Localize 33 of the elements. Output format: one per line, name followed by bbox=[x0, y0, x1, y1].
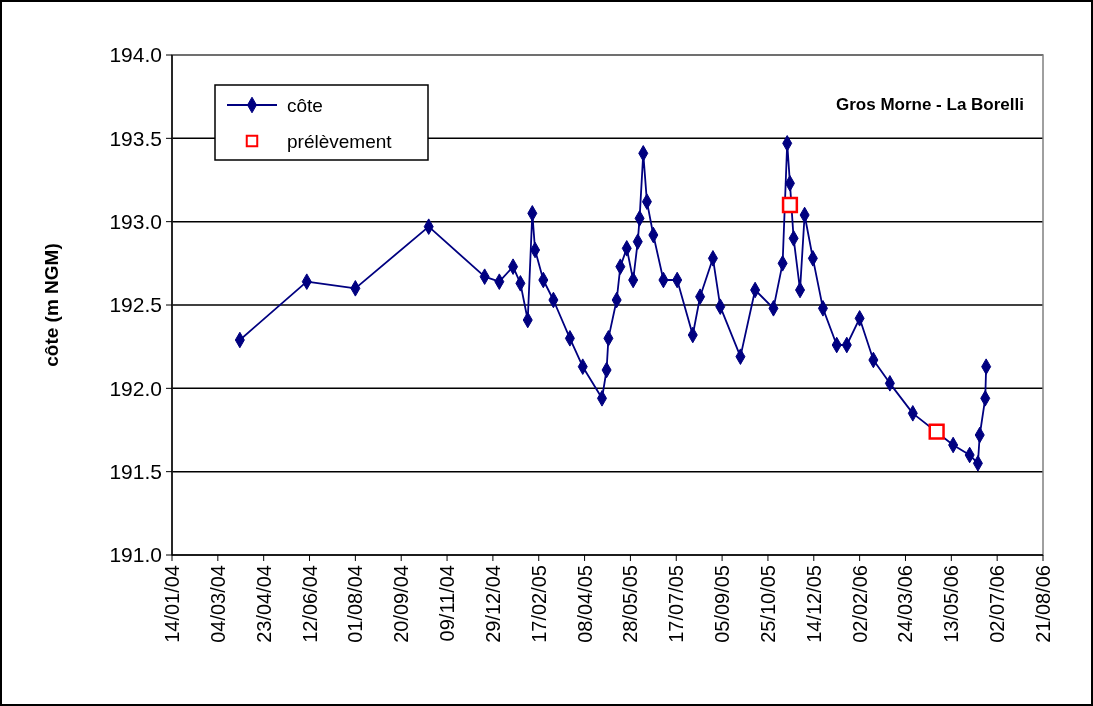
x-tick-label: 24/03/06 bbox=[894, 565, 917, 643]
y-tick-label: 192.5 bbox=[109, 293, 162, 317]
point bbox=[928, 423, 945, 440]
x-tick-label: 09/11/04 bbox=[436, 565, 459, 642]
legend-label: prélèvement bbox=[287, 130, 393, 152]
point bbox=[781, 196, 799, 214]
x-tick-label: 13/05/06 bbox=[940, 565, 963, 643]
x-tick-label: 28/05/05 bbox=[619, 565, 642, 643]
x-tick-label: 02/07/06 bbox=[986, 565, 1009, 643]
x-tick-label: 08/04/05 bbox=[573, 565, 596, 643]
x-tick-label: 14/01/04 bbox=[161, 565, 183, 643]
text: Gros Morne - La Borelli bbox=[836, 95, 1024, 114]
y-tick-label: 193.0 bbox=[109, 210, 162, 234]
x-tick-label: 20/09/04 bbox=[390, 565, 413, 643]
x-tick-label: 01/08/04 bbox=[344, 565, 367, 643]
y-axis-title: côte (m NGM) bbox=[41, 243, 62, 367]
x-tick-label: 14/12/05 bbox=[802, 565, 825, 643]
y-tick-label: 191.0 bbox=[109, 543, 162, 567]
x-tick-label: 21/08/06 bbox=[1032, 565, 1054, 643]
legend-label: côte bbox=[287, 94, 323, 116]
x-tick-label: 02/02/06 bbox=[848, 565, 871, 643]
x-tick-label: 23/04/04 bbox=[252, 565, 275, 643]
y-tick-label: 194.0 bbox=[109, 43, 162, 67]
y-tick-label: 193.5 bbox=[109, 126, 162, 150]
x-tick-label: 05/09/05 bbox=[711, 565, 734, 643]
y-tick-label: 191.5 bbox=[109, 460, 162, 484]
x-tick-label: 17/02/05 bbox=[527, 565, 550, 643]
x-tick-label: 17/07/05 bbox=[665, 565, 688, 643]
x-tick-label: 12/06/04 bbox=[298, 565, 321, 643]
x-tick-label: 29/12/04 bbox=[481, 565, 504, 643]
x-tick-label: 25/10/05 bbox=[756, 565, 779, 643]
x-tick-label: 04/03/04 bbox=[206, 565, 229, 643]
y-tick-label: 192.0 bbox=[109, 376, 162, 400]
